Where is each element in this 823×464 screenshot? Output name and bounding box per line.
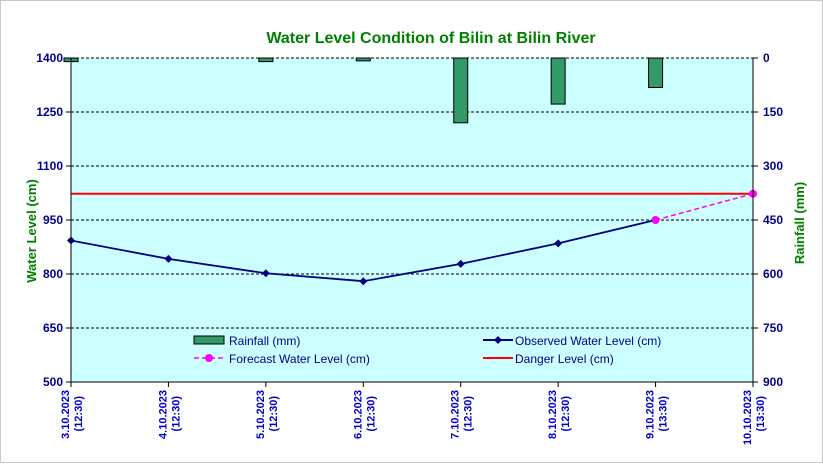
tick-labels: 1400 1250 1100 950 800 650 500 0 150 300 450 600 750… xyxy=(36,51,783,445)
rainfall-bar xyxy=(258,57,274,63)
x-tick-label-date: 8.10.2023 xyxy=(547,390,559,439)
y-tick-label-left: 650 xyxy=(43,321,63,335)
observed-water-level-point xyxy=(554,239,563,248)
y-tick-label-right: 150 xyxy=(763,105,783,119)
y-tick-label-left: 1250 xyxy=(36,105,63,119)
legend-label-forecast: Forecast Water Level (cm) xyxy=(229,352,370,366)
x-tick-label-date: 3.10.2023 xyxy=(60,390,72,439)
x-tick-label-date: 6.10.2023 xyxy=(352,390,364,439)
legend-swatch-forecast-marker xyxy=(205,354,213,362)
rainfall-bar xyxy=(648,57,664,89)
y-axis-left-label: Water Level (cm) xyxy=(24,179,39,283)
observed-water-level-point xyxy=(456,259,465,268)
rainfall-bar xyxy=(355,57,371,62)
x-tick-label-time: (12:30) xyxy=(170,396,182,432)
legend: Rainfall (mm) Observed Water Level (cm) … xyxy=(193,334,661,366)
x-tick-label-date: 5.10.2023 xyxy=(255,390,267,439)
axes xyxy=(66,57,758,387)
x-tick-label-time: (13:30) xyxy=(658,396,670,432)
y-tick-label-left: 800 xyxy=(43,267,63,281)
y-tick-label-right: 900 xyxy=(763,375,783,389)
y-tick-label-left: 500 xyxy=(43,375,63,389)
y-tick-label-right: 600 xyxy=(763,267,783,281)
rainfall-bar xyxy=(550,57,566,105)
x-tick-label-time: (12:30) xyxy=(73,396,85,432)
y-tick-label-right: 300 xyxy=(763,159,783,173)
rainfall-bar xyxy=(453,57,469,124)
chart-title: Water Level Condition of Bilin at Bilin … xyxy=(266,30,595,47)
y-tick-label-left: 1400 xyxy=(36,51,63,65)
gridlines xyxy=(71,57,753,329)
x-tick-label-time: (12:30) xyxy=(463,396,475,432)
x-tick-label-time: (13:30) xyxy=(755,396,767,432)
x-tick-label-date: 4.10.2023 xyxy=(157,390,169,439)
y-tick-label-right: 450 xyxy=(763,213,783,227)
y-axis-right-label: Rainfall (mm) xyxy=(792,182,807,264)
y-tick-label-right: 750 xyxy=(763,321,783,335)
legend-label-rainfall: Rainfall (mm) xyxy=(229,334,300,348)
y-tick-label-right: 0 xyxy=(763,51,770,65)
observed-water-level-point xyxy=(164,254,173,263)
legend-label-observed: Observed Water Level (cm) xyxy=(515,334,661,348)
x-tick-label-date: 10.10.2023 xyxy=(742,390,754,445)
legend-label-danger: Danger Level (cm) xyxy=(515,352,614,366)
water-level-lines xyxy=(67,189,757,286)
x-tick-label-time: (12:30) xyxy=(560,396,572,432)
observed-water-level-point xyxy=(261,269,270,278)
x-tick-label-time: (12:30) xyxy=(365,396,377,432)
observed-water-level-point xyxy=(359,277,368,286)
legend-swatch-observed-marker xyxy=(494,336,502,344)
forecast-water-level-point xyxy=(651,216,660,224)
y-tick-label-left: 1100 xyxy=(37,159,63,173)
forecast-water-level-line xyxy=(655,192,754,221)
y-tick-label-left: 950 xyxy=(43,213,63,227)
x-tick-label-date: 7.10.2023 xyxy=(450,390,462,439)
x-tick-label-date: 9.10.2023 xyxy=(645,390,657,439)
legend-swatch-rainfall xyxy=(193,335,225,345)
x-tick-label-time: (12:30) xyxy=(268,396,280,432)
